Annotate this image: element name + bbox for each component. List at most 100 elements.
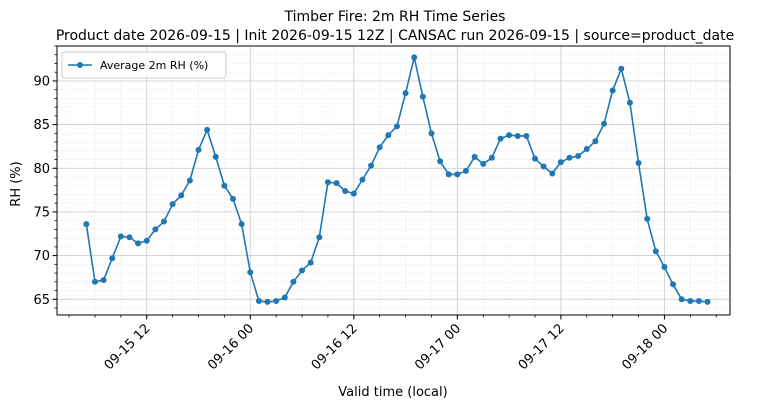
series-layer xyxy=(83,54,711,305)
data-point xyxy=(471,153,478,160)
x-tick-label: 09-18 00 xyxy=(619,321,671,373)
data-point xyxy=(428,130,435,137)
data-point xyxy=(247,269,254,276)
legend-label: Average 2m RH (%) xyxy=(100,59,208,72)
data-point xyxy=(454,171,461,178)
data-point xyxy=(540,163,547,170)
data-point xyxy=(385,132,392,139)
data-point xyxy=(497,135,504,142)
x-tick-label: 09-16 12 xyxy=(309,321,361,373)
legend: Average 2m RH (%) xyxy=(61,51,227,79)
chart-subtitle: Product date 2026-09-15 | Init 2026-09-1… xyxy=(56,28,734,44)
data-point xyxy=(350,190,357,197)
data-point xyxy=(195,146,202,153)
y-axis: 65 70 75 80 85 90 xyxy=(33,45,57,309)
data-point xyxy=(281,294,288,301)
data-point xyxy=(290,278,297,285)
data-point xyxy=(557,159,564,166)
data-point xyxy=(212,153,219,160)
data-point xyxy=(532,155,539,162)
data-point xyxy=(687,298,694,305)
plot-area xyxy=(56,45,731,316)
data-point xyxy=(152,226,159,233)
data-point xyxy=(393,123,400,130)
y-tick-label: 70 xyxy=(33,249,50,264)
data-point xyxy=(117,233,124,240)
y-tick-label: 65 xyxy=(33,293,50,308)
data-point xyxy=(368,162,375,169)
data-point xyxy=(566,154,573,161)
data-point xyxy=(186,177,193,184)
data-point xyxy=(609,87,616,94)
data-point xyxy=(324,179,331,186)
y-tick-label: 80 xyxy=(33,162,50,177)
data-point xyxy=(506,132,513,139)
data-point xyxy=(109,255,116,262)
data-point xyxy=(652,248,659,255)
data-point xyxy=(100,277,107,284)
data-point xyxy=(411,54,418,61)
data-point xyxy=(523,132,530,139)
data-point xyxy=(204,126,211,133)
data-point xyxy=(583,146,590,153)
x-tick-label: 09-17 12 xyxy=(516,321,568,373)
data-point xyxy=(480,160,487,167)
data-point xyxy=(601,120,608,127)
data-point xyxy=(238,221,245,228)
x-tick-label: 09-16 00 xyxy=(205,321,257,373)
data-point xyxy=(592,138,599,145)
data-point xyxy=(695,298,702,305)
y-axis-label: RH (%) xyxy=(9,161,24,206)
data-point xyxy=(91,278,98,285)
data-point xyxy=(83,221,90,228)
data-point xyxy=(644,215,651,222)
data-point xyxy=(549,170,556,177)
data-point xyxy=(635,160,642,167)
data-point xyxy=(402,90,409,97)
legend-swatch-marker xyxy=(77,62,83,68)
plot-background xyxy=(57,46,730,315)
data-point xyxy=(299,267,306,274)
data-point xyxy=(514,132,521,139)
x-tick-label: 09-15 12 xyxy=(102,321,154,373)
data-point xyxy=(169,201,176,208)
data-point xyxy=(307,259,314,266)
data-point xyxy=(437,158,444,165)
data-point xyxy=(333,180,340,187)
chart-title: Timber Fire: 2m RH Time Series xyxy=(284,9,506,25)
data-point xyxy=(178,192,185,199)
data-point xyxy=(143,237,150,244)
data-point xyxy=(445,171,452,178)
data-point xyxy=(126,234,133,241)
data-point xyxy=(661,263,668,270)
data-point xyxy=(230,195,237,202)
data-point xyxy=(488,154,495,161)
y-tick-label: 75 xyxy=(33,205,50,220)
data-point xyxy=(678,296,685,303)
legend-box xyxy=(61,51,227,79)
y-tick-label: 85 xyxy=(33,118,50,133)
x-tick-label: 09-17 00 xyxy=(412,321,464,373)
data-point xyxy=(575,153,582,160)
data-point xyxy=(255,298,262,305)
y-tick-label: 90 xyxy=(33,74,50,89)
data-point xyxy=(264,298,271,305)
data-point xyxy=(135,240,142,247)
data-point xyxy=(221,182,228,189)
data-point xyxy=(704,298,711,305)
data-point xyxy=(342,187,349,194)
plot-frame xyxy=(56,45,731,316)
data-point xyxy=(618,65,625,72)
data-point xyxy=(419,93,426,100)
data-point xyxy=(626,99,633,106)
x-axis-label: Valid time (local) xyxy=(338,385,447,400)
data-point xyxy=(316,234,323,241)
x-axis: 09-15 12 09-16 00 09-16 12 09-17 00 09-17 12… xyxy=(68,315,717,373)
data-point xyxy=(359,176,366,183)
data-point xyxy=(160,218,167,225)
data-point xyxy=(273,298,280,305)
data-point xyxy=(670,281,677,288)
data-point xyxy=(462,167,469,174)
data-point xyxy=(376,144,383,151)
